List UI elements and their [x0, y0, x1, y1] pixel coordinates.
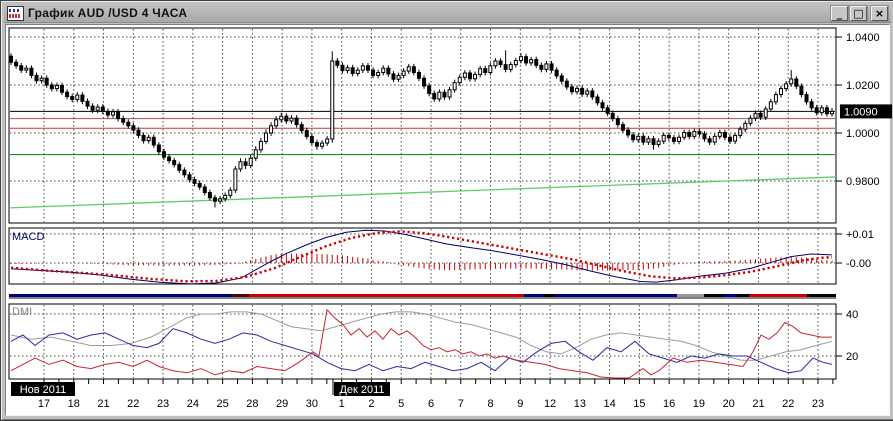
date-label: 25 — [216, 398, 228, 410]
date-label: 22 — [127, 398, 139, 410]
date-label: 5 — [398, 398, 404, 410]
date-label: 19 — [693, 398, 705, 410]
overlay-lines — [8, 110, 837, 209]
date-label: 7 — [458, 398, 464, 410]
date-label: 6 — [428, 398, 434, 410]
date-label: 18 — [68, 398, 80, 410]
minimize-icon: _ — [836, 6, 843, 20]
dmi-tick-label: 20 — [846, 351, 858, 363]
window-controls: _ □ × — [831, 5, 888, 21]
date-label: 29 — [276, 398, 288, 410]
grid-lines — [10, 29, 835, 378]
maximize-button[interactable]: □ — [850, 5, 867, 21]
time-axis: 17 18 21 22 23 24 25 28 29 30 1 2 5 6 7 8 9 12 13 14 15 16 19 2… — [11, 379, 834, 410]
window-titlebar[interactable]: График AUD /USD 4 ЧАСА _ □ × — [4, 4, 891, 23]
macd-panel-label: MACD — [12, 231, 44, 243]
date-label: 23 — [812, 398, 824, 410]
price-tick-label: 1.0200 — [846, 80, 880, 92]
price-tick-label: 1.0000 — [846, 128, 880, 140]
maximize-icon: □ — [853, 6, 864, 20]
date-label: 2 — [368, 398, 374, 410]
month-badge — [334, 382, 390, 396]
chart-app-icon — [7, 5, 24, 21]
dmi-tick-label: 40 — [846, 309, 858, 321]
date-label: 13 — [574, 398, 586, 410]
date-label: 9 — [517, 398, 523, 410]
ascending-trendline — [8, 176, 837, 209]
minus-di-line — [10, 328, 833, 374]
macd-signal-line — [10, 230, 833, 283]
macd-tick-label: -0.00 — [846, 258, 871, 270]
date-label: 23 — [157, 398, 169, 410]
month-badge-label: Нов 2011 — [20, 384, 67, 396]
date-label: 12 — [544, 398, 556, 410]
trend-ribbon — [9, 294, 836, 299]
date-label: 17 — [38, 398, 50, 410]
month-badge-label: Дек 2011 — [339, 384, 384, 396]
date-label: 21 — [752, 398, 764, 410]
macd-tick-label: +0.01 — [846, 229, 874, 241]
date-label: 20 — [723, 398, 735, 410]
close-button[interactable]: × — [871, 5, 888, 21]
window-title: График AUD /USD 4 ЧАСА — [28, 6, 188, 20]
adx-line — [10, 311, 833, 361]
dmi-panel-label: DMI — [12, 306, 32, 318]
date-label: 15 — [633, 398, 645, 410]
date-label: 14 — [603, 398, 615, 410]
current-price-label: 1.0090 — [844, 106, 878, 118]
date-label: 30 — [306, 398, 318, 410]
panel-frames — [8, 27, 837, 380]
date-label: 1 — [339, 398, 345, 410]
macd-line — [10, 229, 833, 285]
current-price-badge — [840, 104, 892, 119]
date-label: 28 — [246, 398, 258, 410]
candles — [9, 50, 834, 208]
dmi-panel: DMI 40 20 — [10, 306, 858, 379]
month-badge — [11, 382, 75, 396]
date-label: 24 — [187, 398, 199, 410]
date-label: 16 — [663, 398, 675, 410]
date-label: 8 — [487, 398, 493, 410]
date-label: 21 — [97, 398, 109, 410]
date-label: 22 — [782, 398, 794, 410]
close-icon: × — [874, 6, 885, 20]
minimize-button[interactable]: _ — [831, 5, 848, 21]
price-tick-label: 1.0400 — [846, 32, 880, 44]
price-tick-label: 0.9800 — [846, 176, 880, 188]
macd-panel: MACD +0.01 -0.00 — [10, 229, 874, 285]
price-axis: 1.0400 1.0200 1.0000 0.9800 1.0090 — [836, 32, 892, 188]
plus-di-line — [10, 308, 832, 379]
